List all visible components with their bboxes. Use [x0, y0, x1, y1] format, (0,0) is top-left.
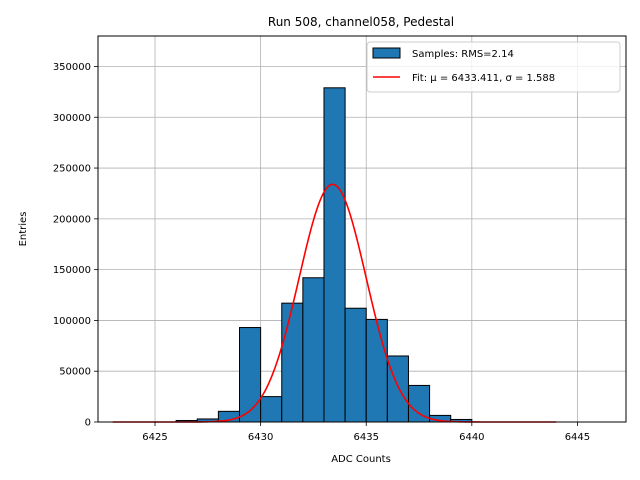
histogram-bar — [281, 302, 304, 423]
y-tick-label: 300000 — [53, 113, 91, 124]
legend: Samples: RMS=2.14 Fit: μ = 6433.411, σ =… — [366, 41, 621, 93]
y-axis: 0 50000 100000 150000 200000 250000 300000 3500… — [53, 62, 98, 429]
legend-box — [366, 41, 621, 93]
y-tick-label: 150000 — [53, 265, 91, 276]
y-tick-label: 250000 — [53, 164, 91, 175]
y-tick-label: 350000 — [53, 62, 91, 73]
y-tick-label: 100000 — [53, 316, 91, 327]
histogram-bar — [323, 87, 346, 423]
histogram-bar — [260, 396, 283, 423]
legend-samples-swatch — [372, 47, 401, 59]
x-tick-label: 6435 — [353, 432, 378, 443]
y-axis-label: Entries — [18, 212, 29, 247]
x-tick-label: 6440 — [459, 432, 484, 443]
x-tick-label: 6445 — [565, 432, 590, 443]
x-tick-label: 6425 — [142, 432, 167, 443]
y-tick-label: 0 — [85, 418, 91, 429]
y-tick-label: 50000 — [59, 367, 91, 378]
histogram-bar — [302, 277, 325, 423]
plot-frame — [97, 35, 627, 423]
histogram-bar — [344, 307, 367, 423]
legend-samples-label: Samples: RMS=2.14 — [412, 49, 514, 60]
x-axis-label: ADC Counts — [331, 454, 391, 465]
histogram-bar — [365, 318, 388, 423]
y-tick-label: 200000 — [53, 214, 91, 225]
histogram-bar — [386, 355, 409, 423]
legend-fit-label: Fit: μ = 6433.411, σ = 1.588 — [412, 73, 555, 84]
x-tick-label: 6430 — [248, 432, 273, 443]
chart-title: Run 508, channel058, Pedestal — [268, 15, 454, 29]
grid — [98, 36, 626, 423]
histogram-bar — [239, 327, 262, 423]
x-axis: 6425 6430 6435 6440 6445 — [142, 422, 590, 443]
